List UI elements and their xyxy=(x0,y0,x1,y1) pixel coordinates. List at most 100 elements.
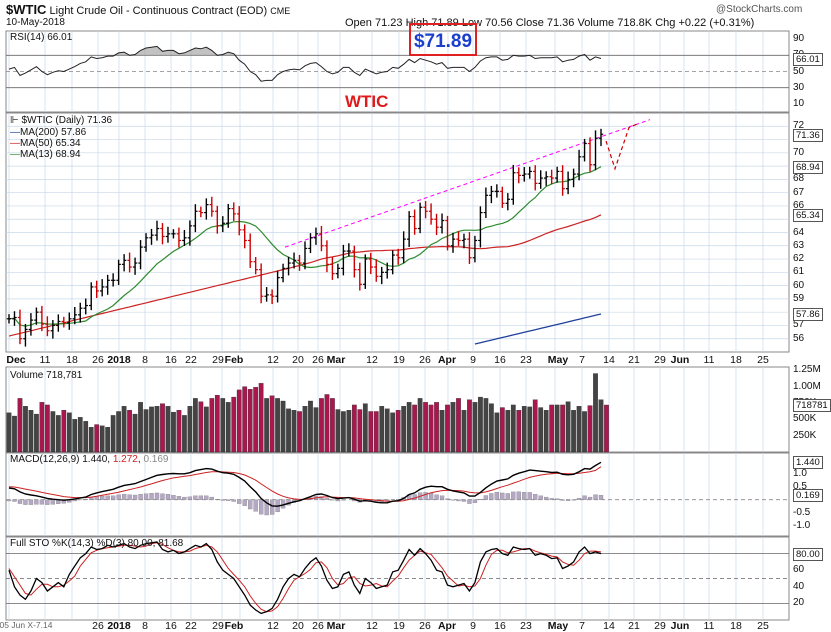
volume-bar xyxy=(357,409,363,453)
macd-axis-tick: 1.0 xyxy=(793,467,807,479)
price-bar xyxy=(593,130,598,171)
macd-histogram-bar xyxy=(587,496,593,500)
volume-bar xyxy=(434,402,439,453)
volume-bar xyxy=(516,410,522,453)
price-bar xyxy=(176,227,182,248)
price-bar xyxy=(472,235,478,263)
price-axis-tick: 59 xyxy=(793,292,805,304)
macd-title-signal: 1.272 xyxy=(112,454,138,465)
ma50-legend-text: MA(50) 65.34 xyxy=(20,138,81,149)
macd-histogram-bar xyxy=(127,494,132,500)
price-axis-tick: 70 xyxy=(793,146,805,158)
price-bar xyxy=(258,263,264,304)
rsi-last-value: 66.01 xyxy=(793,52,823,66)
macd-histogram-bar xyxy=(439,495,445,500)
price-bar xyxy=(242,224,247,249)
volume-bar xyxy=(225,402,231,453)
volume-bar xyxy=(116,411,121,453)
volume-bar xyxy=(45,404,50,453)
macd-histogram-bar xyxy=(467,499,472,504)
volume-last-value: 718781 xyxy=(793,398,831,412)
macd-histogram-bar xyxy=(554,498,560,500)
price-bar xyxy=(226,203,231,228)
price-bar xyxy=(571,168,576,188)
macd-last-value: 1.440 xyxy=(793,456,823,470)
price-bar xyxy=(543,171,549,186)
volume-bar xyxy=(34,413,39,453)
volume-bar xyxy=(127,410,132,453)
price-bar xyxy=(193,204,198,233)
volume-bar xyxy=(467,399,472,453)
macd-title-name: MACD(12,26,9) xyxy=(10,454,80,465)
bottom-x-axis-label: Jun xyxy=(670,620,690,632)
price-bar xyxy=(450,232,456,253)
macd-histogram-bar xyxy=(72,499,77,502)
bottom-x-axis-label: 14 xyxy=(603,620,615,632)
volume-bar xyxy=(494,412,500,453)
volume-bar xyxy=(587,405,593,453)
volume-bar xyxy=(132,413,138,453)
price-legend-title: ⊩ $WTIC (Daily) 71.36 xyxy=(10,115,112,126)
price-axis-tick: 57 xyxy=(793,319,805,331)
price-bar xyxy=(149,228,154,245)
x-axis-label: 18 xyxy=(66,354,78,366)
price-bar xyxy=(6,314,12,324)
x-axis-label: Apr xyxy=(437,354,457,366)
volume-bar xyxy=(28,410,34,453)
volume-value: 718.8K xyxy=(617,17,653,29)
macd-histogram-bar xyxy=(571,499,576,501)
volume-bar xyxy=(83,421,89,453)
rsi-overbought-fill xyxy=(9,46,601,56)
volume-bar xyxy=(565,401,571,453)
volume-bar xyxy=(193,398,198,453)
volume-bar xyxy=(560,404,565,453)
volume-bar xyxy=(483,398,489,453)
price-bar xyxy=(406,211,412,247)
price-bar xyxy=(209,196,215,217)
volume-bar xyxy=(99,425,105,453)
volume-bar xyxy=(160,403,165,453)
volume-bar xyxy=(154,406,160,453)
volume-bar xyxy=(412,404,417,453)
macd-axis-tick: -0.5 xyxy=(793,506,811,518)
price-bar xyxy=(368,252,373,275)
volume-bar xyxy=(291,410,297,453)
bottom-x-axis-label: 16 xyxy=(494,620,506,632)
x-axis-label: 11 xyxy=(703,354,715,366)
volume-bar xyxy=(50,411,56,453)
macd-histogram-bar xyxy=(544,496,549,500)
price-bar xyxy=(467,232,472,264)
macd-histogram-bar xyxy=(23,499,28,505)
price-axis-tick: 68 xyxy=(793,173,805,185)
macd-histogram-bar xyxy=(472,499,478,503)
macd-histogram-bar xyxy=(83,499,88,500)
x-axis-label: 9 xyxy=(470,354,476,366)
volume-bar xyxy=(72,419,78,453)
x-axis-label: 14 xyxy=(603,354,615,366)
volume-panel xyxy=(6,373,609,453)
x-axis-label: Jun xyxy=(670,354,690,366)
volume-bar xyxy=(330,398,335,453)
sto-last-value: 80.00 xyxy=(793,547,823,561)
instrument-name: Light Crude Oil - Continuous Contract (E… xyxy=(49,5,268,17)
volume-bar xyxy=(390,412,396,453)
price-bar xyxy=(231,202,236,221)
x-axis-label: 26 xyxy=(419,354,431,366)
volume-bar xyxy=(478,396,483,453)
bottom-x-axis-label: 2018 xyxy=(107,620,131,632)
volume-bar xyxy=(236,389,242,453)
price-axis-tick: 63 xyxy=(793,239,805,251)
macd-histogram-bar xyxy=(187,496,193,500)
ohlc-readout: Open 71.23 High 71.89 Low 70.56 Close 71… xyxy=(345,17,754,29)
price-axis-tick: 72 xyxy=(793,120,805,132)
macd-histogram-bar xyxy=(17,499,23,504)
volume-bar xyxy=(499,407,505,453)
volume-bar xyxy=(275,398,280,453)
price-bar xyxy=(428,203,434,225)
volume-bar xyxy=(489,403,494,453)
ma50-legend: —MA(50) 65.34 xyxy=(10,138,81,149)
macd-histogram-bar xyxy=(330,499,335,501)
macd-histogram-bar xyxy=(160,493,165,500)
price-bar xyxy=(511,164,516,205)
